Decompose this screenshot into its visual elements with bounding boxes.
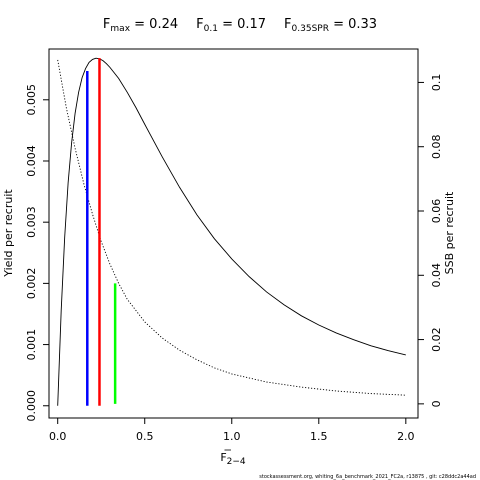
reference-lines [86,58,117,406]
fmax-value: = 0.24 [130,17,178,32]
x-tick-label: 0.5 [136,430,154,443]
y-axis-left-title: Yield per recruit [2,189,15,278]
y-left-tick-label: 0.001 [25,329,38,361]
x-axis-title: F2−4 [220,451,246,467]
f01-sub: 0.1 [204,24,218,34]
series-layer [57,57,406,406]
yield-per-recruit-line [57,57,406,406]
y-right-tick-label: 0.08 [430,134,443,159]
plot-frame [48,48,419,419]
f01-value: = 0.17 [218,17,266,32]
f035-label: F [284,17,291,32]
fmax-label: F [103,17,110,32]
y-left-tick-label: 0.005 [25,84,38,116]
f01-label: F [196,17,203,32]
x-tick-label: 1.0 [223,430,241,443]
ssb-per-recruit-line [57,59,406,396]
x-tick-label: 1.5 [310,430,328,443]
y-axis-left: 0.000 0.001 0.002 0.003 0.004 0.005 [25,84,49,422]
y-left-tick-label: 0.000 [25,390,38,422]
x-tick-label: 0.0 [49,430,67,443]
fmax-sub: max [110,24,130,34]
f035-sub: 0.35SPR [292,24,329,34]
footer-text: stockassessment.org, whiting_6a_benchmar… [259,474,476,480]
y-left-tick-label: 0.002 [25,268,38,300]
y-right-tick-label: 0.02 [430,327,443,352]
y-axis-right: 0 0.02 0.04 0.06 0.08 0.1 [418,74,443,407]
y-left-tick-label: 0.004 [25,145,38,177]
x-axis: 0.0 0.5 1.0 1.5 2.0 [49,418,415,443]
f035-value: = 0.33 [329,17,377,32]
y-right-tick-label: 0 [430,400,443,407]
y-right-tick-label: 0.04 [430,263,443,288]
y-right-tick-label: 0.06 [430,199,443,224]
y-right-tick-label: 0.1 [430,74,443,92]
y-left-tick-label: 0.003 [25,206,38,238]
x-axis-title-sub: 2−4 [227,457,246,467]
y-axis-right-title: SSB per recruit [443,191,456,274]
x-axis-title-main: F [220,451,226,464]
chart-title: Fmax = 0.24 F0.1 = 0.17 F0.35SPR = 0.33 [103,17,377,34]
x-tick-label: 2.0 [397,430,415,443]
